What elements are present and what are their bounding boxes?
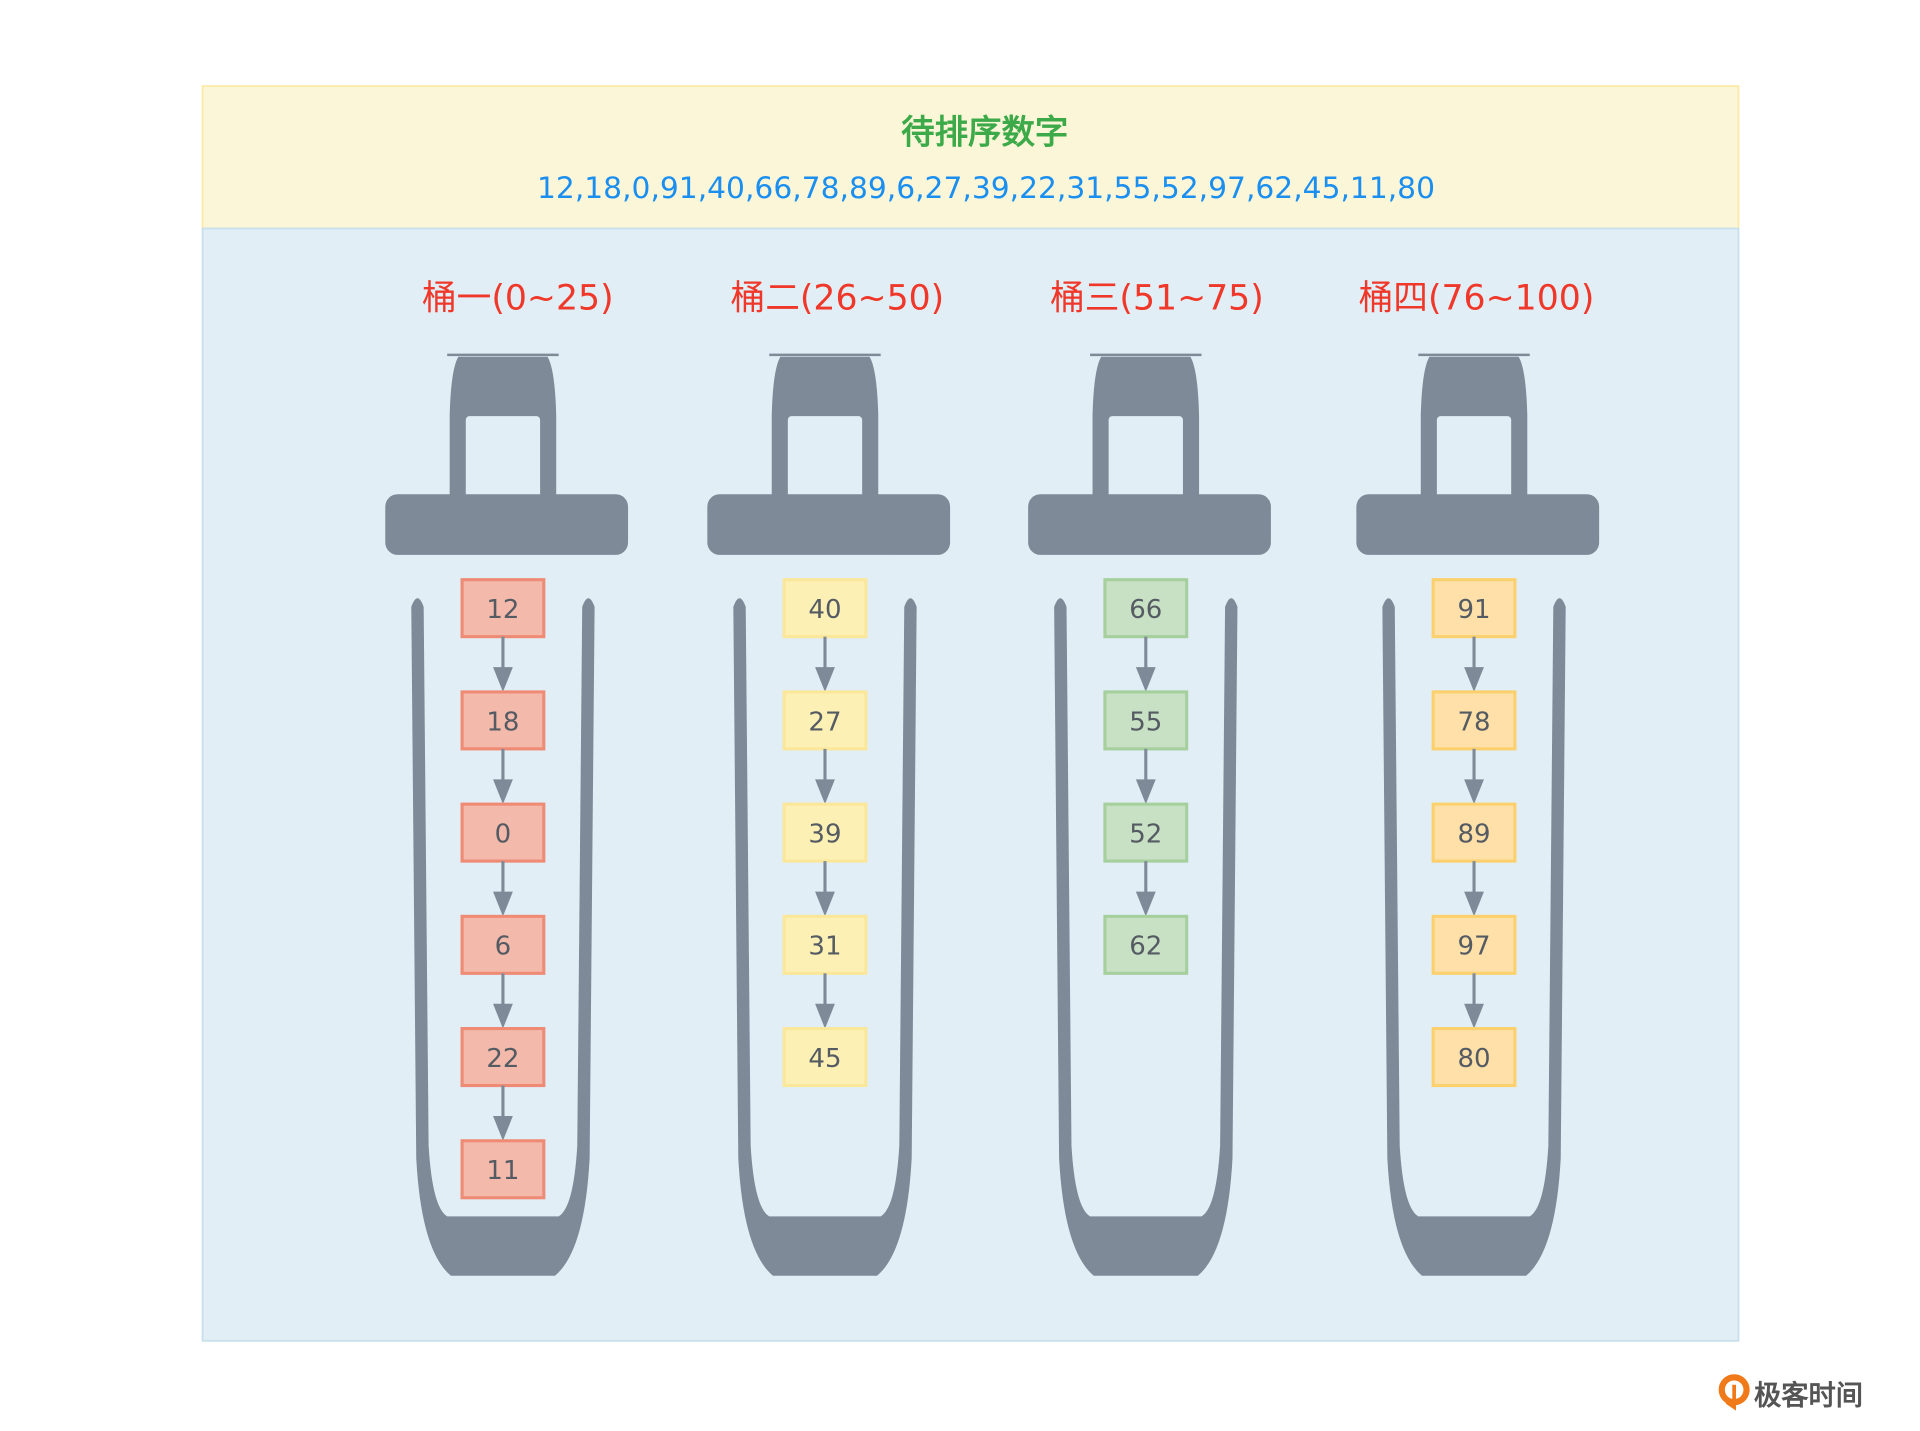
arrow-head bbox=[1135, 667, 1156, 692]
bucket-item-value: 27 bbox=[808, 707, 841, 737]
bucket-item-value: 91 bbox=[1457, 595, 1490, 625]
bucket-item: 12 bbox=[460, 578, 546, 639]
arrow-head bbox=[1464, 1003, 1484, 1029]
bucket-icon bbox=[707, 353, 951, 1276]
bucket-item-value: 52 bbox=[1129, 820, 1162, 850]
bucket-icon bbox=[385, 353, 629, 1276]
bucket-icon bbox=[1356, 353, 1600, 1276]
bucket-item-value: 40 bbox=[808, 595, 841, 625]
arrow-head bbox=[493, 1003, 513, 1029]
bucket-1: 桶一(0~25) 12 18 0 6 22 11 bbox=[385, 279, 629, 1276]
geektime-logo-icon bbox=[1718, 1374, 1750, 1411]
bucket-item-value: 18 bbox=[486, 707, 519, 737]
bucket-item: 22 bbox=[460, 1027, 546, 1088]
arrow-head bbox=[1464, 779, 1484, 805]
bucket-item-value: 97 bbox=[1457, 932, 1490, 962]
bucket-item: 52 bbox=[1103, 802, 1189, 863]
bucket-label: 桶一(0~25) bbox=[422, 279, 614, 319]
bucket-item: 78 bbox=[1431, 690, 1517, 751]
arrow-head bbox=[815, 779, 835, 805]
bucket-item: 91 bbox=[1431, 578, 1517, 639]
header-panel bbox=[201, 85, 1740, 230]
bucket-3: 桶三(51~75) 66 55 52 62 bbox=[1028, 279, 1271, 1276]
arrow-head bbox=[1464, 891, 1484, 917]
bucket-item-value: 78 bbox=[1457, 707, 1490, 737]
arrow-head bbox=[493, 667, 513, 692]
arrow-head bbox=[1464, 667, 1484, 692]
bucket-item-value: 12 bbox=[486, 595, 519, 625]
bucket-item: 45 bbox=[782, 1027, 868, 1088]
bucket-label: 桶四(76~100) bbox=[1359, 279, 1595, 319]
bucket-4: 桶四(76~100) 91 78 89 97 80 bbox=[1356, 279, 1600, 1276]
bucket-item-value: 66 bbox=[1129, 595, 1162, 625]
watermark-text: 极客时间 bbox=[1754, 1380, 1863, 1412]
bucket-item-value: 62 bbox=[1129, 932, 1162, 962]
numbers-to-sort: 12,18,0,91,40,66,78,89,6,27,39,22,31,55,… bbox=[537, 171, 1435, 206]
bucket-label: 桶三(51~75) bbox=[1050, 279, 1264, 319]
arrow-head bbox=[493, 1116, 513, 1141]
bucket-item-value: 80 bbox=[1457, 1044, 1490, 1074]
bucket-item-value: 39 bbox=[808, 820, 841, 850]
bucket-item: 80 bbox=[1431, 1027, 1517, 1088]
bucket-2: 桶二(26~50) 40 27 39 31 45 bbox=[707, 279, 951, 1276]
bucket-item: 97 bbox=[1431, 914, 1517, 975]
arrow-head bbox=[815, 1003, 835, 1029]
bucket-item: 6 bbox=[460, 914, 546, 975]
bucket-item: 0 bbox=[460, 802, 546, 863]
arrow-head bbox=[1135, 779, 1156, 805]
header-title: 待排序数字 bbox=[901, 113, 1068, 152]
arrow-head bbox=[1135, 891, 1156, 917]
bucket-item: 40 bbox=[782, 578, 868, 639]
bucket-item: 39 bbox=[782, 802, 868, 863]
bucket-item-value: 11 bbox=[486, 1156, 519, 1186]
bucket-item: 18 bbox=[460, 690, 546, 751]
arrow-head bbox=[815, 667, 835, 692]
bucket-item: 11 bbox=[460, 1139, 546, 1200]
bucket-item-value: 6 bbox=[495, 932, 512, 962]
bucket-item: 55 bbox=[1103, 690, 1189, 751]
bucket-icon bbox=[1028, 353, 1271, 1276]
bucket-item: 31 bbox=[782, 914, 868, 975]
bucket-item-value: 31 bbox=[808, 932, 841, 962]
arrow-head bbox=[815, 891, 835, 917]
bucket-item-value: 45 bbox=[808, 1044, 841, 1074]
bucket-item-value: 55 bbox=[1129, 707, 1162, 737]
bucket-item-value: 89 bbox=[1457, 820, 1490, 850]
bucket-item: 89 bbox=[1431, 802, 1517, 863]
bucket-item: 66 bbox=[1103, 578, 1189, 639]
arrow-head bbox=[493, 779, 513, 805]
bucket-item: 62 bbox=[1103, 914, 1189, 975]
bucket-label: 桶二(26~50) bbox=[731, 279, 945, 319]
bucket-item: 27 bbox=[782, 690, 868, 751]
arrow-head bbox=[493, 891, 513, 917]
bucket-item-value: 0 bbox=[495, 820, 512, 850]
watermark: 极客时间 bbox=[1718, 1374, 1863, 1412]
bucket-item-value: 22 bbox=[486, 1044, 519, 1074]
